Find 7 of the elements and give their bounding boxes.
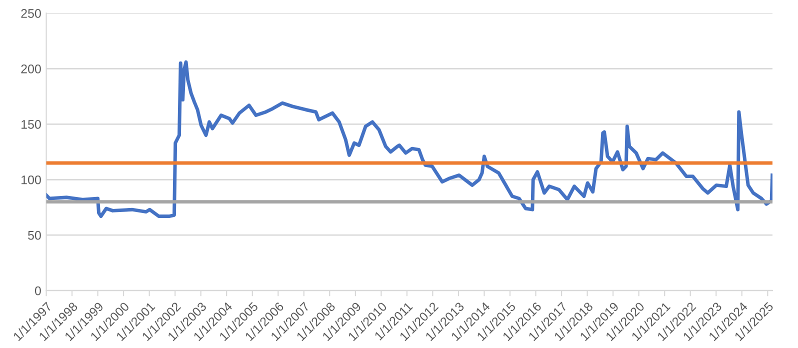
y-tick-label: 250 bbox=[21, 9, 41, 18]
line-series bbox=[46, 60, 772, 218]
y-tick-label: 0 bbox=[34, 286, 41, 296]
y-tick-label: 100 bbox=[22, 175, 41, 184]
y-tick-label: 50 bbox=[28, 230, 41, 240]
y-tick-label: 200 bbox=[21, 64, 41, 74]
y-tick-label: 150 bbox=[22, 120, 41, 129]
